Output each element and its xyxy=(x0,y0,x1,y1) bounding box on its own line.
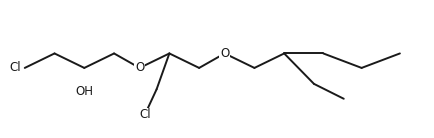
Text: O: O xyxy=(220,47,229,60)
Text: O: O xyxy=(135,61,144,74)
Text: OH: OH xyxy=(76,86,93,99)
Text: Cl: Cl xyxy=(139,108,151,121)
Text: Cl: Cl xyxy=(9,61,20,74)
